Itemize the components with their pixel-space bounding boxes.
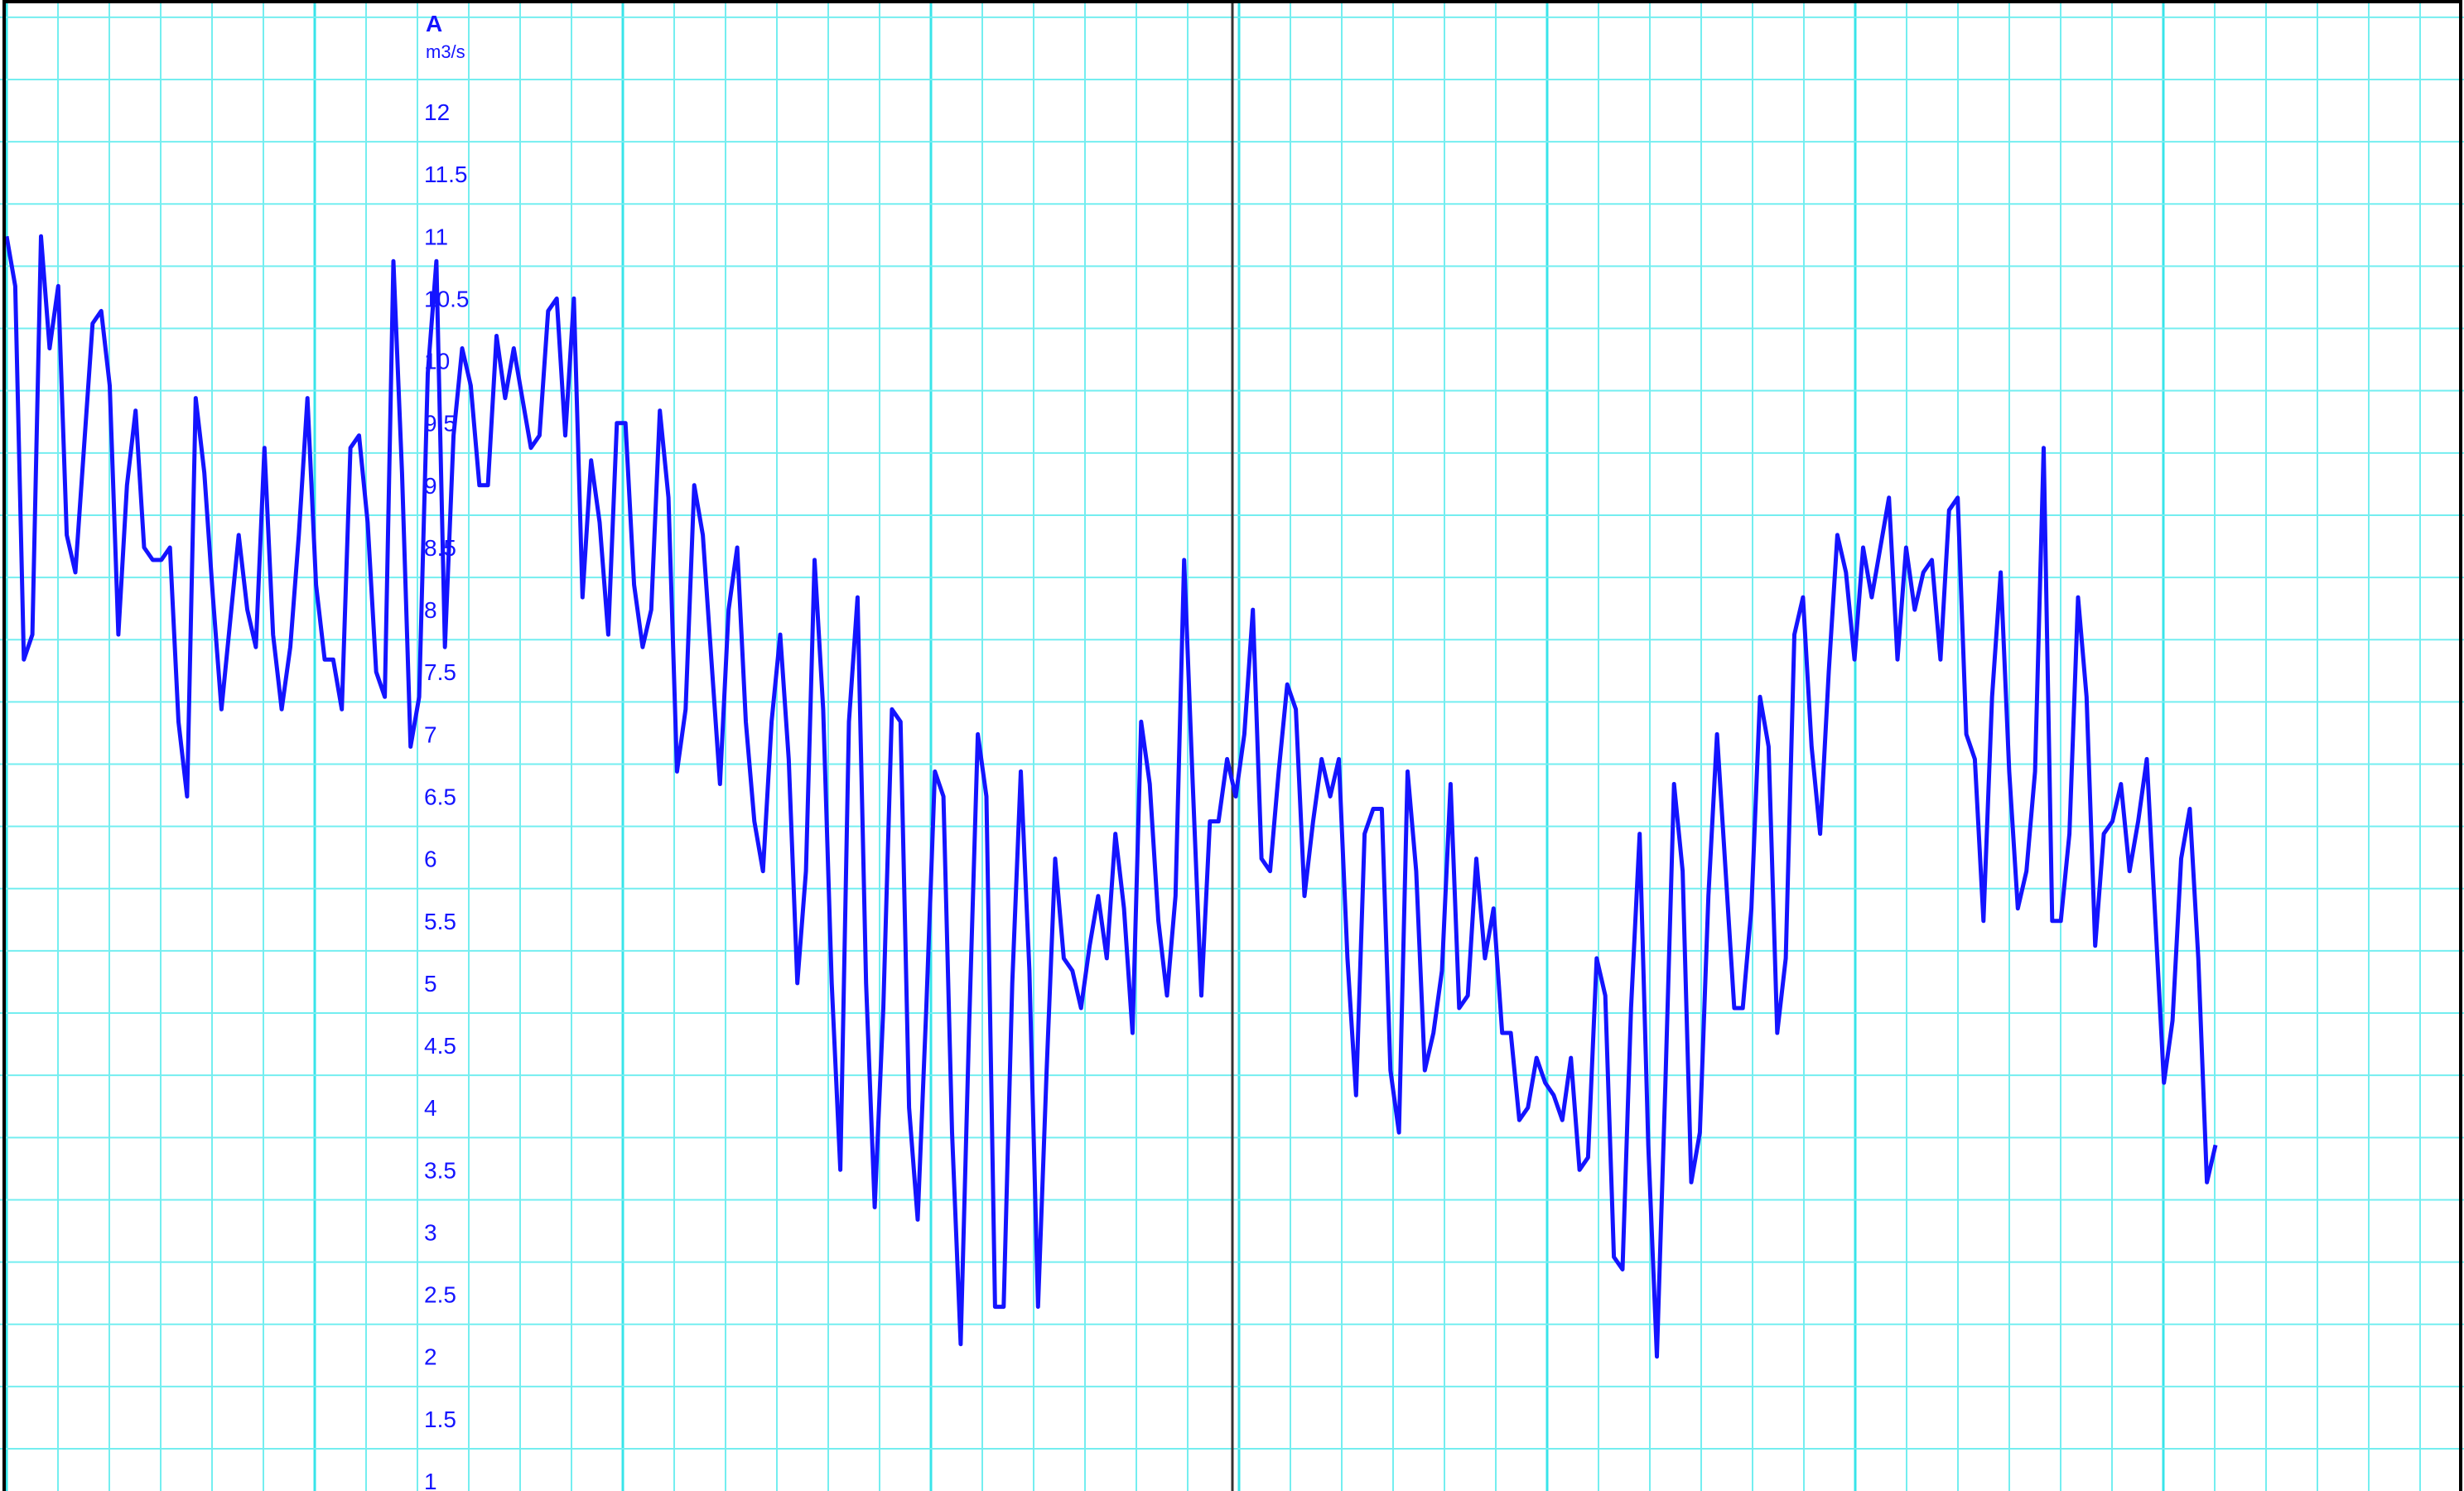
y-tick-label: 1 — [424, 1469, 437, 1491]
y-tick-label: 4.5 — [424, 1033, 456, 1059]
series-layer — [4, 234, 2218, 1359]
y-tick-label: 3.5 — [424, 1157, 456, 1183]
y-tick-label: 6 — [424, 847, 437, 872]
y-axis-unit: m3/s — [426, 41, 465, 62]
y-tick-label: 8.5 — [424, 535, 456, 561]
y-tick-label: 3 — [424, 1219, 437, 1245]
y-tick-label: 5.5 — [424, 909, 456, 934]
y-tick-label: 9 — [424, 473, 437, 499]
y-tick-label: 5 — [424, 971, 437, 996]
y-tick-label: 2.5 — [424, 1282, 456, 1308]
y-tick-label: 7 — [424, 721, 437, 747]
series-line — [4, 234, 2218, 1359]
y-axis-name: A — [426, 11, 442, 36]
y-tick-label: 1.5 — [424, 1407, 456, 1432]
y-tick-label: 2 — [424, 1344, 437, 1370]
y-tick-label: 8 — [424, 597, 437, 623]
y-tick-label: 4 — [424, 1095, 437, 1121]
y-tick-label: 12 — [424, 99, 450, 125]
y-tick-label: 6.5 — [424, 784, 456, 810]
y-tick-label: 11 — [424, 224, 448, 249]
y-tick-label: 11.5 — [424, 162, 467, 187]
y-tick-label: 7.5 — [424, 659, 456, 685]
